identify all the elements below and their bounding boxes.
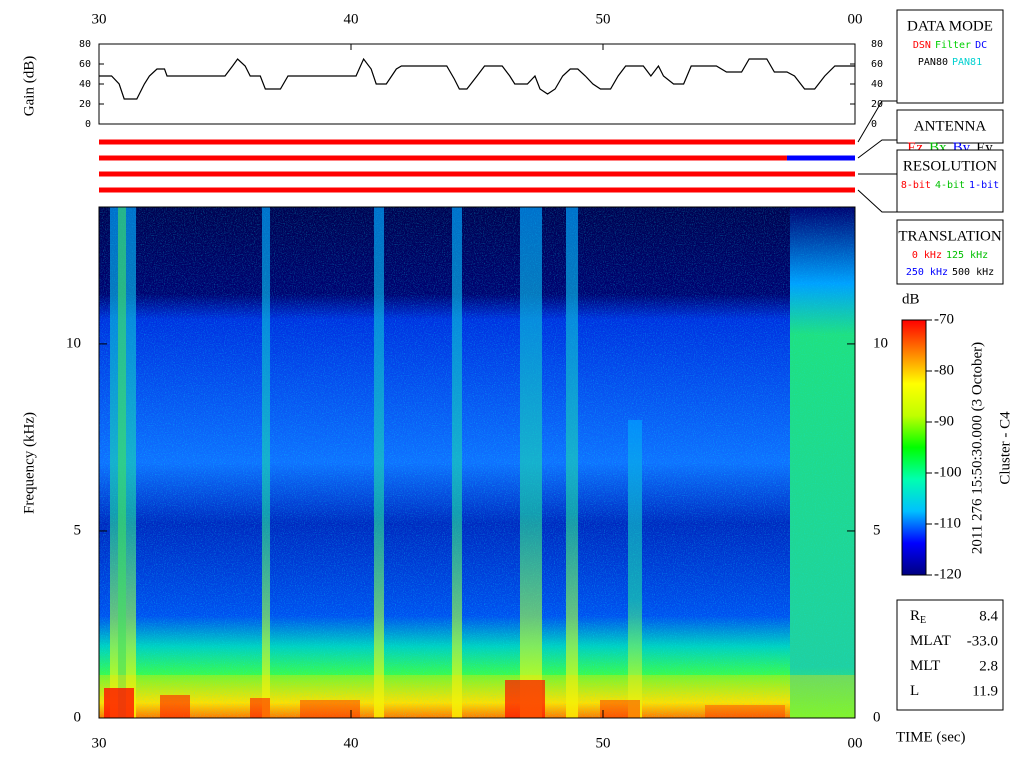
x-tick-label: 40	[344, 11, 359, 27]
legend-item: PAN80	[918, 57, 948, 68]
y-tick-label: 5	[74, 522, 82, 538]
legend-box	[896, 109, 1004, 144]
info-value: 11.9	[972, 683, 998, 699]
info-label-text: R	[910, 608, 920, 624]
y-tick-label: 20	[79, 99, 91, 110]
legend-item: 4-bit	[935, 180, 965, 191]
gain-line	[99, 57, 855, 100]
colorbar-tick-label: -90	[934, 413, 954, 429]
legend-item: DC	[975, 40, 987, 51]
legend-title: TRANSLATION	[898, 228, 1001, 244]
legend-item: 1-bit	[969, 180, 999, 191]
y-tick-label: 60	[79, 59, 91, 70]
legend-box	[896, 219, 1004, 285]
y-tick-label: 0	[74, 709, 82, 725]
y-tick-label: 40	[79, 79, 91, 90]
y-tick-label: 80	[871, 39, 883, 50]
legend-item: 0 kHz	[912, 250, 942, 261]
x-tick-label: 30	[92, 11, 107, 27]
info-label-text: L	[910, 683, 919, 699]
legend-box	[896, 9, 1004, 104]
info-value: -33.0	[967, 633, 998, 649]
colorbar-tick-label: -70	[934, 311, 954, 327]
y-tick-label: 80	[79, 39, 91, 50]
legend-item: PAN81	[952, 57, 982, 68]
legend-line: PAN80 PAN81	[918, 57, 982, 68]
x-tick-label: 00	[848, 11, 863, 27]
x-tick-label: 30	[92, 735, 107, 751]
legend-line: 250 kHz 500 kHz	[906, 267, 994, 278]
info-label: MLAT	[910, 633, 951, 649]
info-value: 2.8	[979, 658, 998, 674]
colorbar-tick-label: -120	[934, 566, 962, 582]
side-text: 2011 276 15:50:30.000 (3 October)	[969, 342, 985, 554]
y-tick-label: 5	[873, 522, 881, 538]
legend-item: Filter	[935, 40, 971, 51]
y-axis-label: Frequency (kHz)	[21, 412, 37, 514]
y-tick-label: 0	[85, 119, 91, 130]
colorbar-tick-label: -110	[934, 515, 961, 531]
legend-box	[896, 149, 1004, 213]
x-tick-label: 50	[596, 735, 611, 751]
x-tick-label: 00	[848, 735, 863, 751]
info-label-text: MLAT	[910, 633, 951, 649]
legend-title: ANTENNA	[914, 118, 987, 134]
x-tick-label: 50	[596, 11, 611, 27]
info-label: RE	[910, 608, 926, 626]
legend-line: 0 kHz 125 kHz	[912, 250, 988, 261]
x-tick-label: 40	[344, 735, 359, 751]
y-tick-label: 60	[871, 59, 883, 70]
y-tick-label: 20	[871, 99, 883, 110]
spectrogram-image	[99, 207, 855, 718]
legend-line: 8-bit 4-bit 1-bit	[901, 180, 999, 191]
colorbar	[901, 319, 927, 576]
legend-line: DSN Filter DC	[913, 40, 987, 51]
y-tick-label: 0	[873, 709, 881, 725]
y-tick-label: 10	[873, 335, 888, 351]
info-label-sub: E	[920, 615, 926, 626]
y-tick-label: 10	[66, 335, 81, 351]
colorbar-title: dB	[902, 291, 920, 307]
gain-frame	[98, 43, 856, 125]
colorbar-tick-label: -80	[934, 362, 954, 378]
info-box	[896, 599, 1004, 711]
legend-title: DATA MODE	[907, 18, 993, 34]
legend-item: 8-bit	[901, 180, 931, 191]
y-tick-label: 40	[871, 79, 883, 90]
spectrogram-frame	[98, 206, 856, 719]
y-tick-label: 0	[871, 119, 877, 130]
connectors	[857, 100, 897, 213]
colorbar-tick-label: -100	[934, 464, 962, 480]
side-text: Cluster - C4	[997, 411, 1013, 485]
legend-title: RESOLUTION	[903, 158, 997, 174]
legend-item: 250 kHz	[906, 267, 948, 278]
x-axis-label: TIME (sec)	[896, 729, 966, 745]
legend-item: 125 kHz	[946, 250, 988, 261]
info-value: 8.4	[979, 608, 998, 624]
info-label-text: MLT	[910, 658, 940, 674]
info-label: L	[910, 683, 919, 699]
legend-item: DSN	[913, 40, 931, 51]
legend-item: 500 kHz	[952, 267, 994, 278]
info-label: MLT	[910, 658, 940, 674]
y-axis-label: Gain (dB)	[21, 56, 37, 116]
